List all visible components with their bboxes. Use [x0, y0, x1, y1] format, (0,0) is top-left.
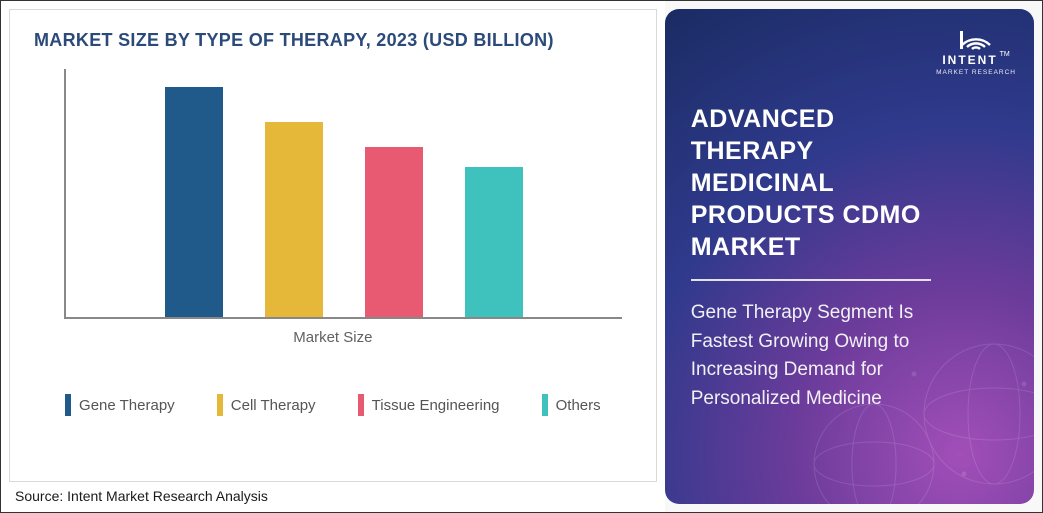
legend-item-gene-therapy: Gene Therapy	[65, 394, 175, 416]
logo-wifi-icon	[956, 23, 996, 51]
chart-bars-container	[66, 67, 622, 317]
legend-swatch-icon	[217, 394, 223, 416]
legend-swatch-icon	[65, 394, 71, 416]
source-attribution: Source: Intent Market Research Analysis	[1, 482, 665, 512]
page-root: MARKET SIZE BY TYPE OF THERAPY, 2023 (US…	[0, 0, 1043, 513]
legend-item-tissue-engineering: Tissue Engineering	[358, 394, 500, 416]
chart-legend: Gene Therapy Cell Therapy Tissue Engineeri…	[34, 394, 632, 416]
legend-swatch-icon	[358, 394, 364, 416]
bar-others	[465, 167, 523, 317]
chart-title: MARKET SIZE BY TYPE OF THERAPY, 2023 (US…	[34, 30, 632, 51]
bar-gene-therapy	[165, 87, 223, 317]
right-panel-wrapper: INTENTTM MARKET RESEARCH ADVANCED THERAP…	[665, 1, 1042, 512]
bar-tissue-engineering	[365, 147, 423, 317]
left-panel: MARKET SIZE BY TYPE OF THERAPY, 2023 (US…	[1, 1, 665, 512]
right-panel-subtitle: Gene Therapy Segment Is Fastest Growing …	[691, 299, 981, 413]
legend-label: Others	[556, 397, 601, 414]
title-divider	[691, 279, 931, 281]
legend-swatch-icon	[542, 394, 548, 416]
brand-logo: INTENTTM MARKET RESEARCH	[936, 23, 1016, 76]
legend-label: Tissue Engineering	[372, 397, 500, 414]
right-panel: INTENTTM MARKET RESEARCH ADVANCED THERAP…	[665, 9, 1034, 504]
legend-item-cell-therapy: Cell Therapy	[217, 394, 316, 416]
chart-plot-area	[64, 69, 622, 319]
right-panel-title: ADVANCED THERAPY MEDICINAL PRODUCTS CDMO…	[691, 103, 951, 263]
logo-text: INTENT	[942, 53, 997, 67]
chart-card: MARKET SIZE BY TYPE OF THERAPY, 2023 (US…	[9, 9, 657, 482]
legend-label: Cell Therapy	[231, 397, 316, 414]
chart-x-axis-label: Market Size	[34, 329, 632, 346]
legend-label: Gene Therapy	[79, 397, 175, 414]
bar-cell-therapy	[265, 122, 323, 317]
logo-subtext: MARKET RESEARCH	[936, 69, 1016, 76]
logo-tm: TM	[1000, 51, 1010, 58]
legend-item-others: Others	[542, 394, 601, 416]
